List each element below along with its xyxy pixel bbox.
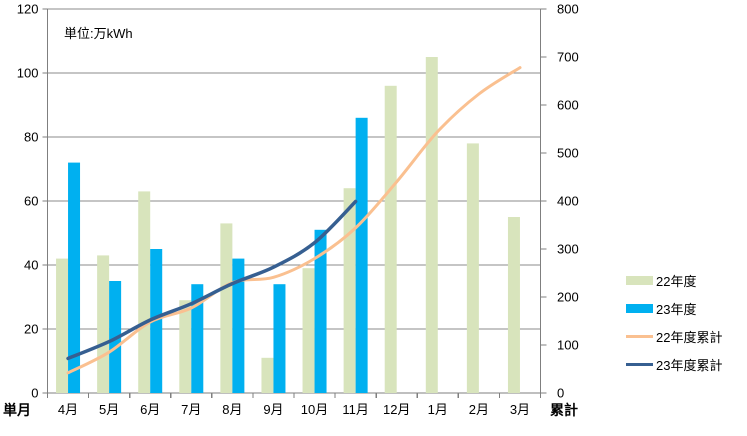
left-axis-tick-label: 0: [31, 386, 38, 401]
left-axis-tick-label: 60: [24, 194, 38, 209]
x-axis-month-label: 5月: [99, 402, 119, 417]
bar-22年度: [343, 188, 356, 393]
line-23年度累計: [66, 199, 358, 361]
left-axis-tick-label: 80: [24, 130, 38, 145]
x-axis-month-label: 7月: [181, 402, 201, 417]
legend-label: 23年度: [656, 301, 697, 317]
left-axis-tick-label: 20: [24, 322, 38, 337]
left-axis-tick-label: 40: [24, 258, 38, 273]
right-axis-tick-label: 100: [557, 338, 579, 353]
bar-22年度: [302, 268, 315, 393]
unit-annotation: 単位:万kWh: [64, 26, 133, 41]
legend-label: 22年度累計: [656, 329, 723, 345]
legend-swatch-23nendo-cumulative: [626, 362, 653, 366]
x-axis-month-label: 9月: [263, 402, 283, 417]
legend-swatch-23nendo: [626, 303, 653, 313]
legend-item-22nendo: 22年度: [626, 266, 722, 294]
legend-item-23nendo-cumulative: 23年度累計: [626, 350, 722, 378]
bar-23年度: [150, 249, 163, 393]
x-axis-month-label: 1月: [428, 402, 448, 417]
bar-22年度: [261, 357, 274, 393]
left-axis-tick-label: 120: [17, 2, 39, 17]
bar-23年度: [355, 117, 368, 394]
bar-22年度: [466, 143, 479, 393]
right-axis-tick-label: 0: [557, 386, 564, 401]
bar-22年度: [507, 217, 520, 393]
line-22年度累計: [66, 66, 522, 375]
bar-23年度: [68, 162, 81, 393]
x-axis-month-label: 2月: [469, 402, 489, 417]
legend: 22年度 23年度 22年度累計 23年度累計: [626, 266, 722, 378]
legend-swatch-22nendo-cumulative: [626, 334, 653, 338]
bar-22年度: [179, 300, 192, 393]
right-axis-tick-label: 700: [557, 50, 579, 65]
right-axis-tick-label: 600: [557, 98, 579, 113]
right-axis-tick-label: 300: [557, 242, 579, 257]
right-axis-tick-label: 500: [557, 146, 579, 161]
bar-23年度: [273, 284, 286, 393]
bar-22年度: [97, 255, 110, 393]
legend-label: 23年度累計: [656, 357, 723, 373]
left-axis-title: 単月: [3, 402, 31, 418]
right-axis-tick-label: 800: [557, 2, 579, 17]
bar-22年度: [384, 85, 397, 394]
bar-23年度: [314, 229, 327, 393]
legend-label: 22年度: [656, 273, 697, 289]
x-axis-month-label: 11月: [342, 402, 369, 417]
x-axis-month-label: 3月: [510, 402, 530, 417]
right-axis-tick-label: 400: [557, 194, 579, 209]
bar-22年度: [220, 223, 233, 393]
legend-swatch-22nendo: [626, 275, 653, 285]
x-axis-month-label: 8月: [222, 402, 242, 417]
bar-22年度: [138, 191, 151, 393]
right-axis-tick-label: 200: [557, 290, 579, 305]
left-axis-tick-label: 100: [17, 66, 39, 81]
x-axis-month-label: 4月: [58, 402, 78, 417]
right-axis-title: 累計: [550, 402, 578, 418]
x-axis-month-label: 12月: [383, 402, 410, 417]
bar-23年度: [191, 284, 204, 393]
bar-22年度: [425, 57, 438, 393]
legend-item-22nendo-cumulative: 22年度累計: [626, 322, 722, 350]
bar-23年度: [232, 258, 245, 393]
x-axis-month-label: 6月: [140, 402, 160, 417]
x-axis-month-label: 10月: [301, 402, 328, 417]
legend-item-23nendo: 23年度: [626, 294, 722, 322]
bar-22年度: [56, 258, 69, 393]
